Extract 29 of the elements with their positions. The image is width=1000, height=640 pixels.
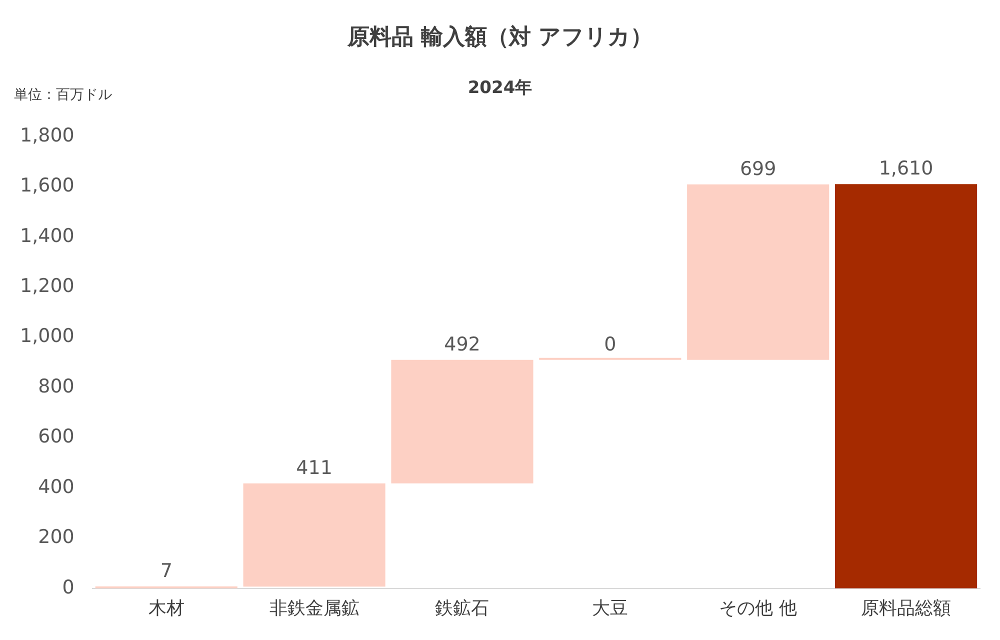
y-tick-label: 800 <box>38 375 74 398</box>
x-tick-label: 木材 <box>148 598 184 619</box>
y-tick-label: 200 <box>38 526 74 548</box>
y-tick-label: 0 <box>62 576 74 598</box>
data-label: 1,610 <box>878 158 934 180</box>
y-axis-title: 単位：百万ドル <box>14 86 112 104</box>
data-label: 699 <box>740 158 776 180</box>
data-label: 0 <box>604 333 616 356</box>
bar <box>243 483 386 587</box>
x-tick-label: その他 他 <box>719 598 797 619</box>
chart-title: 原料品 輸入額（対 アフリカ） <box>346 24 654 52</box>
x-tick-label: 鉄鉱石 <box>435 598 490 619</box>
bar <box>391 360 534 484</box>
data-label: 7 <box>160 560 172 582</box>
data-label: 411 <box>296 456 332 479</box>
y-tick-label: 1,400 <box>20 224 74 247</box>
bar <box>687 184 830 360</box>
y-tick-label: 400 <box>38 476 74 498</box>
y-tick-label: 1,000 <box>20 325 74 348</box>
y-tick-label: 1,600 <box>20 174 74 197</box>
bar <box>834 184 978 588</box>
x-tick-label: 原料品総額 <box>861 598 952 619</box>
x-tick-label: 大豆 <box>592 598 628 619</box>
x-tick-label: 非鉄金属鉱 <box>269 598 360 619</box>
y-tick-label: 600 <box>38 426 74 448</box>
y-tick-label: 1,800 <box>20 124 74 146</box>
y-tick-label: 1,200 <box>20 275 74 298</box>
data-label: 492 <box>444 333 480 356</box>
chart-subtitle: 2024年 <box>468 78 532 98</box>
